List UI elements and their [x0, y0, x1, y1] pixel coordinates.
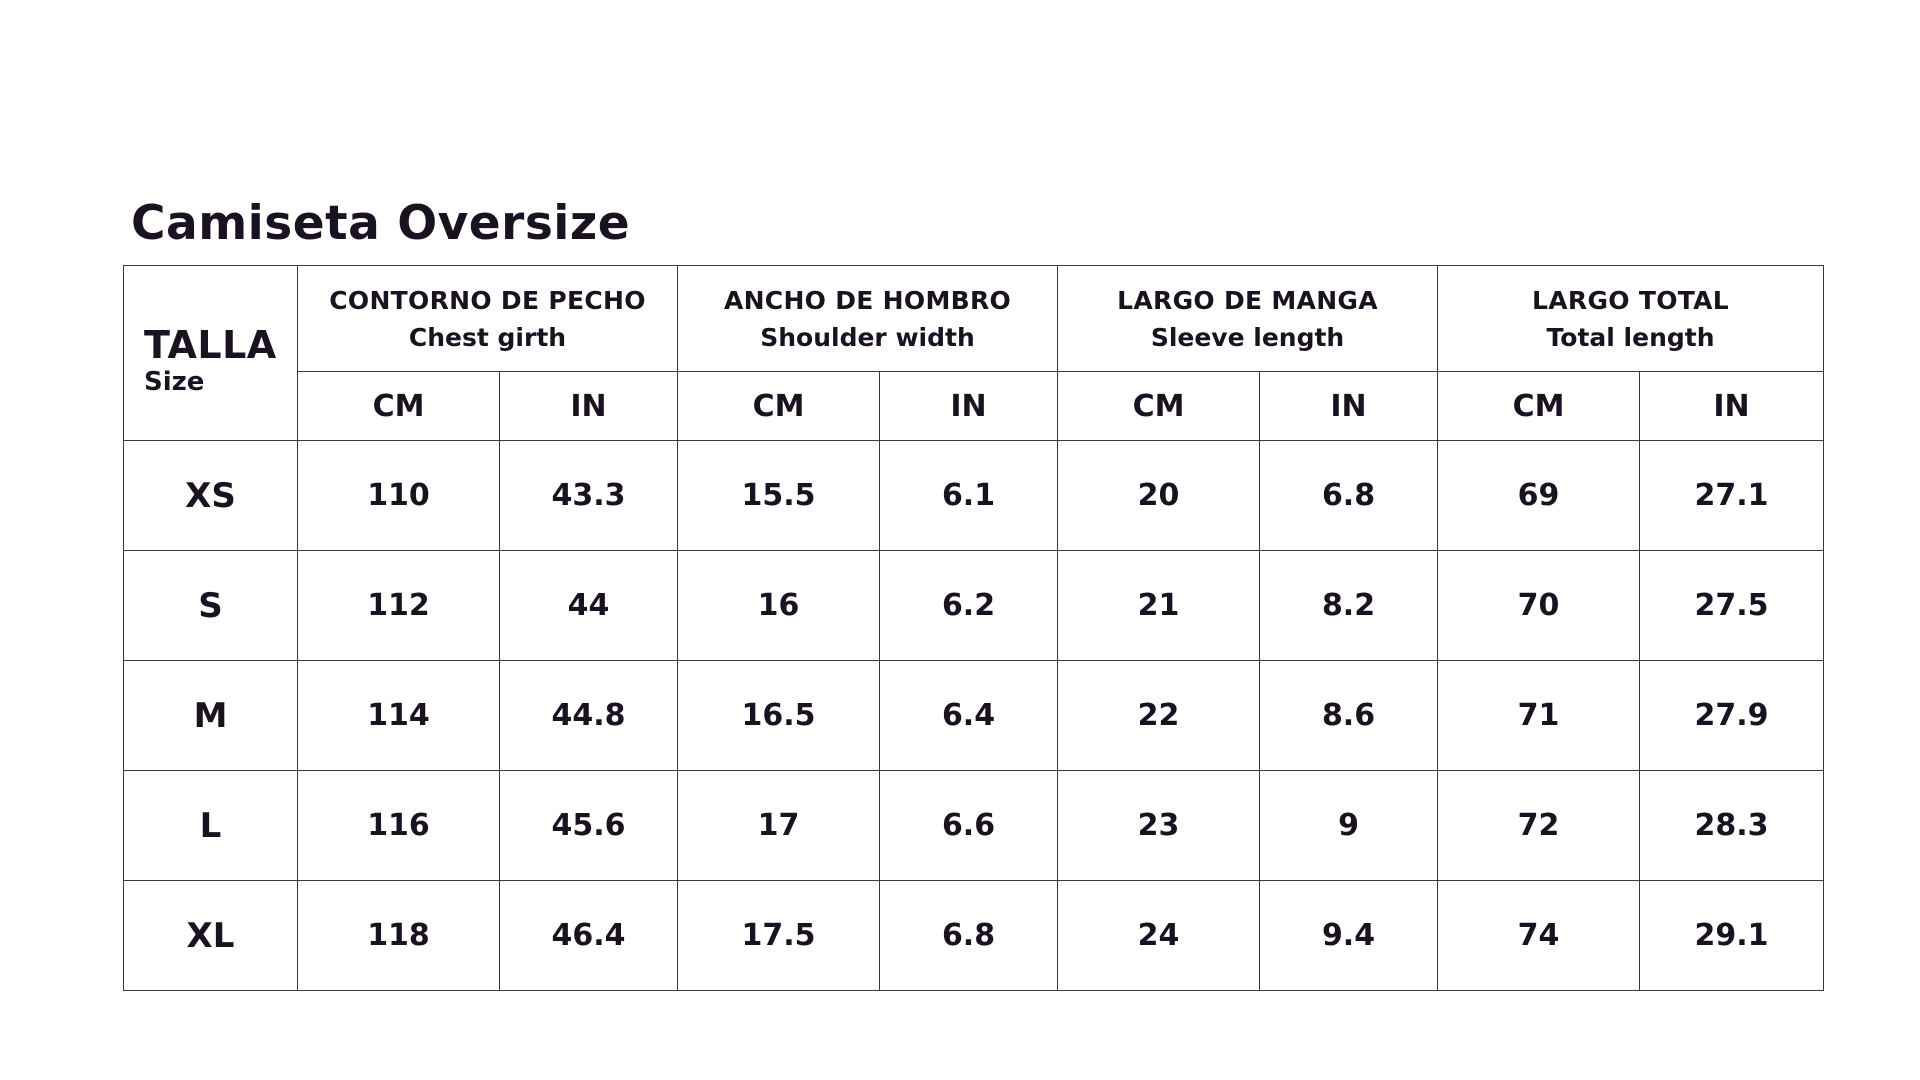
in-value-cell: 6.6	[879, 770, 1059, 881]
in-value-cell: 9.4	[1259, 880, 1439, 991]
table-row: S 112 44 16 6.2 21 8.2 70 27.5	[123, 550, 1825, 661]
cm-value-cell: 70	[1437, 550, 1641, 661]
cm-value-cell: 21	[1057, 550, 1261, 661]
in-value-cell: 27.5	[1639, 550, 1825, 661]
unit-in-header: IN	[879, 371, 1059, 441]
group-title-en: Total length	[1546, 322, 1715, 352]
table-row: L 116 45.6 17 6.6 23 9 72 28.3	[123, 770, 1825, 881]
in-value-cell: 6.1	[879, 440, 1059, 551]
in-value-cell: 44	[498, 550, 679, 661]
cm-value-cell: 72	[1437, 770, 1641, 881]
talla-label: TALLA	[144, 323, 277, 367]
unit-cm-header: CM	[297, 371, 500, 441]
group-title-en: Chest girth	[408, 322, 567, 352]
in-value-cell: 8.2	[1259, 550, 1439, 661]
in-value-cell: 43.3	[498, 440, 679, 551]
in-value-cell: 9	[1259, 770, 1439, 881]
cm-value-cell: 16	[677, 550, 881, 661]
size-cell: XL	[123, 880, 298, 991]
group-title-en: Shoulder width	[760, 322, 975, 352]
group-title-en: Sleeve length	[1150, 322, 1345, 352]
cm-value-cell: 17.5	[677, 880, 881, 991]
cm-value-cell: 20	[1057, 440, 1261, 551]
cm-value-cell: 23	[1057, 770, 1261, 881]
size-cell: L	[123, 770, 298, 881]
size-cell: XS	[123, 440, 298, 551]
in-value-cell: 27.1	[1639, 440, 1825, 551]
in-value-cell: 29.1	[1639, 880, 1825, 991]
in-value-cell: 28.3	[1639, 770, 1825, 881]
unit-in-header: IN	[1259, 371, 1439, 441]
cm-value-cell: 15.5	[677, 440, 881, 551]
size-chart-table: TALLA Size CONTORNO DE PECHO Chest girth…	[123, 265, 1825, 991]
in-value-cell: 46.4	[498, 880, 679, 991]
group-title-es: LARGO TOTAL	[1532, 285, 1730, 315]
page-title: Camiseta Oversize	[131, 196, 631, 251]
group-title-es: LARGO DE MANGA	[1117, 285, 1378, 315]
in-value-cell: 27.9	[1639, 660, 1825, 771]
talla-header: TALLA Size	[123, 265, 298, 441]
group-header-sleeve: LARGO DE MANGA Sleeve length	[1057, 265, 1439, 372]
cm-value-cell: 114	[297, 660, 500, 771]
cm-value-cell: 17	[677, 770, 881, 881]
unit-header-row: CM IN CM IN CM IN CM IN	[124, 371, 1825, 441]
unit-cm-header: CM	[1437, 371, 1641, 441]
cm-value-cell: 112	[297, 550, 500, 661]
cm-value-cell: 74	[1437, 880, 1641, 991]
table-row: XS 110 43.3 15.5 6.1 20 6.8 69 27.1	[123, 440, 1825, 551]
table-row: XL 118 46.4 17.5 6.8 24 9.4 74 29.1	[123, 880, 1825, 991]
cm-value-cell: 110	[297, 440, 500, 551]
unit-cm-header: CM	[677, 371, 881, 441]
unit-cm-header: CM	[1057, 371, 1261, 441]
group-title-es: ANCHO DE HOMBRO	[723, 285, 1012, 315]
cm-value-cell: 118	[297, 880, 500, 991]
group-header-row: TALLA Size CONTORNO DE PECHO Chest girth…	[123, 265, 1825, 441]
in-value-cell: 45.6	[498, 770, 679, 881]
table-row: M 114 44.8 16.5 6.4 22 8.6 71 27.9	[123, 660, 1825, 771]
unit-in-header: IN	[1639, 371, 1825, 441]
in-value-cell: 6.8	[1259, 440, 1439, 551]
cm-value-cell: 16.5	[677, 660, 881, 771]
group-header-chest: CONTORNO DE PECHO Chest girth	[296, 265, 679, 372]
in-value-cell: 6.2	[879, 550, 1059, 661]
in-value-cell: 8.6	[1259, 660, 1439, 771]
size-cell: S	[123, 550, 298, 661]
cm-value-cell: 22	[1057, 660, 1261, 771]
cm-value-cell: 69	[1437, 440, 1641, 551]
group-header-total: LARGO TOTAL Total length	[1437, 265, 1825, 372]
cm-value-cell: 116	[297, 770, 500, 881]
in-value-cell: 6.8	[879, 880, 1059, 991]
cm-value-cell: 71	[1437, 660, 1641, 771]
in-value-cell: 44.8	[498, 660, 679, 771]
size-label-en: Size	[144, 367, 205, 397]
group-header-shoulder: ANCHO DE HOMBRO Shoulder width	[677, 265, 1059, 372]
cm-value-cell: 24	[1057, 880, 1261, 991]
unit-in-header: IN	[498, 371, 679, 441]
in-value-cell: 6.4	[879, 660, 1059, 771]
group-title-es: CONTORNO DE PECHO	[329, 285, 646, 315]
size-cell: M	[123, 660, 298, 771]
